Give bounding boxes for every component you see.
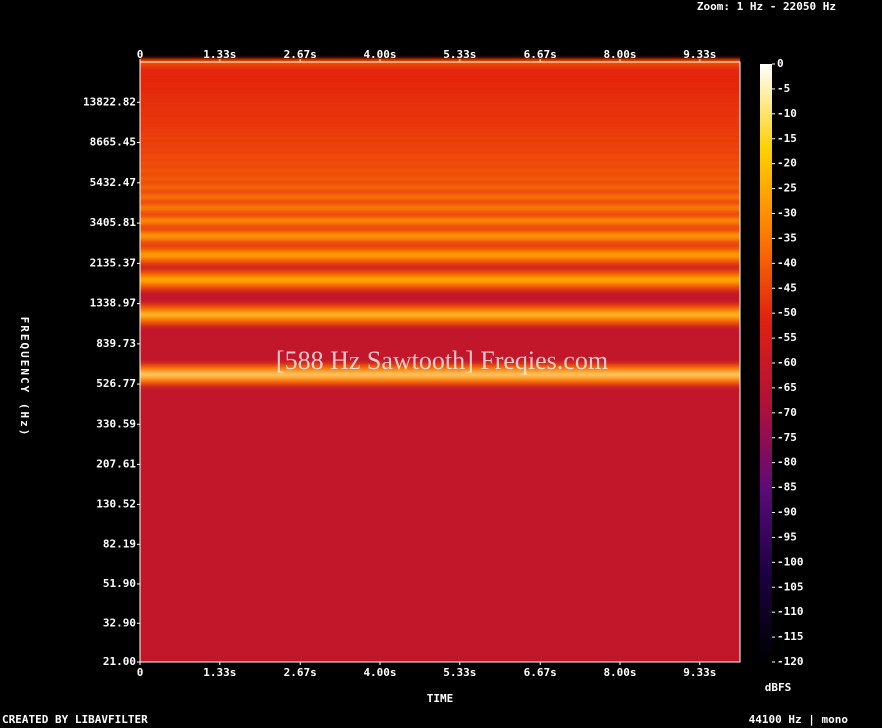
watermark-title: [588 Hz Sawtooth] Freqies.com: [276, 346, 608, 375]
harmonic-band: [140, 60, 740, 66]
y-tick-label: 130.52: [96, 497, 136, 510]
colorbar-tick-label: 0: [777, 57, 784, 70]
colorbar-tick-label: -55: [777, 331, 797, 344]
x-tick-label: 8.00s: [603, 666, 636, 679]
colorbar: [760, 64, 772, 662]
y-tick-label: 2135.37: [90, 256, 136, 269]
y-tick-label: 32.90: [103, 616, 136, 629]
harmonic-band: [140, 252, 740, 258]
colorbar-tick-label: -75: [777, 431, 797, 444]
y-tick-label: 5432.47: [90, 176, 136, 189]
y-tick-label: 1338.97: [90, 297, 136, 310]
x-tick-label: 0: [137, 666, 144, 679]
colorbar-tick-label: -45: [777, 281, 797, 294]
colorbar-tick-label: -20: [777, 157, 797, 170]
x-axis-label: TIME: [427, 692, 454, 705]
y-tick-label: 21.00: [103, 655, 136, 668]
plot-frame: [139, 61, 741, 663]
harmonic-glow: [140, 62, 740, 73]
colorbar-tick-label: -35: [777, 231, 797, 244]
x-tick-label: 5.33s: [443, 666, 476, 679]
footer-format: 44100 Hz | mono: [749, 713, 849, 726]
x-tick-label-top: 1.33s: [203, 48, 236, 61]
x-tick-label: 1.33s: [203, 666, 236, 679]
harmonic-band: [140, 204, 740, 210]
colorbar-tick-label: -60: [777, 356, 797, 369]
colorbar-tick-label: -120: [777, 655, 804, 668]
x-tick-label-top: 8.00s: [603, 48, 636, 61]
colorbar-tick-label: -115: [777, 630, 804, 643]
colorbar-tick-label: -15: [777, 132, 797, 145]
harmonic-band: [140, 277, 740, 283]
harmonic-band: [140, 312, 740, 318]
zoom-label: Zoom: 1 Hz - 22050 Hz: [697, 0, 836, 13]
x-tick-label-top: 6.67s: [524, 48, 557, 61]
y-tick-label: 207.61: [96, 457, 136, 470]
y-axis-label: FREQUENCY (Hz): [18, 317, 31, 438]
colorbar-tick-label: -80: [777, 456, 797, 469]
colorbar-tick-label: -10: [777, 107, 797, 120]
y-tick-label: 82.19: [103, 537, 136, 550]
colorbar-tick-label: -95: [777, 530, 797, 543]
x-tick-label-top: 0: [137, 48, 144, 61]
x-tick-label-top: 9.33s: [683, 48, 716, 61]
harmonic-band: [140, 233, 740, 239]
x-tick-label-top: 5.33s: [443, 48, 476, 61]
y-tick-label: 13822.82: [83, 95, 136, 108]
y-tick-label: 330.59: [96, 417, 136, 430]
y-tick-label: 3405.81: [90, 216, 137, 229]
y-tick-label: 8665.45: [90, 136, 136, 149]
colorbar-tick-label: -65: [777, 381, 797, 394]
plot-area: [140, 60, 740, 662]
harmonic-band: [140, 192, 740, 198]
x-tick-label: 9.33s: [683, 666, 716, 679]
y-tick-label: 839.73: [96, 337, 136, 350]
colorbar-tick-label: -100: [777, 555, 804, 568]
x-tick-label-top: 4.00s: [363, 48, 396, 61]
y-tick-label: 526.77: [96, 377, 136, 390]
colorbar-tick-label: -110: [777, 605, 804, 618]
colorbar-tick-label: -105: [777, 580, 804, 593]
footer-credit: CREATED BY LIBAVFILTER: [2, 713, 148, 726]
colorbar-tick-label: -30: [777, 207, 797, 220]
overlay: [588 Hz Sawtooth] Freqies.com: [276, 346, 608, 375]
colorbar-tick-label: -85: [777, 481, 797, 494]
x-tick-label: 4.00s: [363, 666, 396, 679]
colorbar-tick-label: -70: [777, 406, 797, 419]
x-tick-label: 2.67s: [284, 666, 317, 679]
colorbar-tick-label: -90: [777, 506, 797, 519]
y-tick-label: 51.90: [103, 577, 136, 590]
x-tick-label: 6.67s: [524, 666, 557, 679]
colorbar-tick-label: -50: [777, 306, 797, 319]
colorbar-tick-label: -40: [777, 256, 797, 269]
harmonic-band: [140, 372, 740, 378]
colorbar-label: dBFS: [765, 681, 792, 694]
harmonic-band: [140, 217, 740, 223]
colorbar-tick-label: -25: [777, 182, 797, 195]
colorbar-tick-label: -5: [777, 82, 790, 95]
x-tick-label-top: 2.67s: [284, 48, 317, 61]
